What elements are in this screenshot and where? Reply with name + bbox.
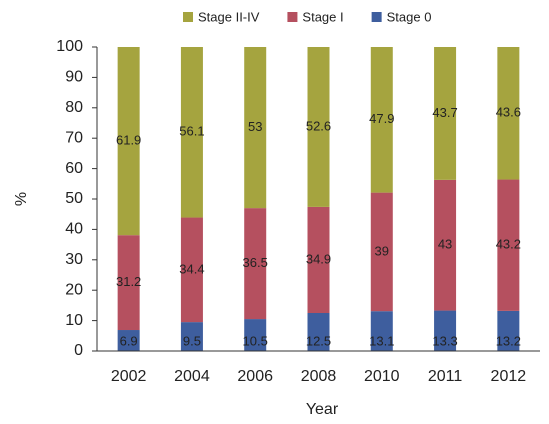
bar-segment xyxy=(434,179,457,311)
x-tick-label: 2008 xyxy=(301,368,337,385)
bar-segment xyxy=(370,311,393,351)
bar-segment xyxy=(244,47,267,209)
legend-label: Stage 0 xyxy=(387,9,432,24)
y-tick-label: 0 xyxy=(74,342,83,359)
bar-segment xyxy=(180,47,203,218)
bar-segment xyxy=(370,47,393,193)
bar-segment xyxy=(180,322,203,351)
x-tick-label: 2004 xyxy=(174,368,210,385)
y-axis-label: % xyxy=(13,192,30,206)
legend-swatch xyxy=(287,12,298,22)
data-label: 13.2 xyxy=(496,333,521,348)
bar-segment xyxy=(244,319,267,351)
legend-label: Stage II-IV xyxy=(198,9,260,24)
bar-segment xyxy=(307,313,330,351)
bar-segment xyxy=(434,47,457,180)
x-tick-label: 2010 xyxy=(364,368,400,385)
data-label: 34.4 xyxy=(179,261,204,276)
data-label: 12.5 xyxy=(306,333,331,348)
data-label: 43.2 xyxy=(496,237,521,252)
legend-label: Stage I xyxy=(302,9,343,24)
data-label: 52.6 xyxy=(306,118,331,133)
y-tick-label: 30 xyxy=(65,251,83,268)
x-tick-label: 2012 xyxy=(491,368,527,385)
data-label: 31.2 xyxy=(116,274,141,289)
bar-segment xyxy=(117,330,140,351)
y-tick-label: 80 xyxy=(65,99,83,116)
data-label: 34.9 xyxy=(306,251,331,266)
data-label: 53 xyxy=(248,119,262,134)
bar-segment xyxy=(434,310,457,351)
bar-segment xyxy=(497,47,520,180)
data-label: 6.9 xyxy=(120,333,138,348)
x-tick-label: 2011 xyxy=(428,368,463,385)
y-tick-label: 70 xyxy=(65,129,83,146)
data-label: 13.3 xyxy=(432,333,457,348)
bar-segment xyxy=(307,206,330,313)
bar-segment xyxy=(497,179,520,311)
bar-segment xyxy=(180,217,203,323)
data-label: 43 xyxy=(438,237,452,252)
y-tick-label: 100 xyxy=(56,38,83,55)
data-label: 36.5 xyxy=(243,255,268,270)
y-tick-label: 20 xyxy=(65,281,83,298)
legend-swatch xyxy=(183,12,193,22)
y-tick-label: 50 xyxy=(65,190,83,207)
data-label: 43.7 xyxy=(432,105,457,120)
x-tick-label: 2002 xyxy=(111,368,147,385)
bar-segment xyxy=(117,235,140,331)
bar-segment xyxy=(497,310,520,351)
x-tick-label: 2006 xyxy=(237,368,273,385)
data-label: 9.5 xyxy=(183,333,201,348)
y-tick-label: 40 xyxy=(65,221,83,238)
data-label: 47.9 xyxy=(369,111,394,126)
data-label: 39 xyxy=(375,243,389,258)
data-label: 10.5 xyxy=(243,333,268,348)
y-tick-label: 10 xyxy=(65,312,83,329)
data-label: 56.1 xyxy=(179,124,204,139)
legend-swatch xyxy=(371,12,382,22)
data-label: 61.9 xyxy=(116,133,141,148)
data-label: 43.6 xyxy=(496,105,521,120)
x-axis-label: Year xyxy=(306,401,339,418)
data-label: 13.1 xyxy=(369,333,394,348)
bar-segment xyxy=(370,192,393,312)
y-tick-label: 60 xyxy=(65,160,83,177)
bar-segment xyxy=(244,208,267,320)
bar-segment xyxy=(117,47,140,236)
y-tick-label: 90 xyxy=(65,69,83,86)
bar-segment xyxy=(307,47,330,207)
